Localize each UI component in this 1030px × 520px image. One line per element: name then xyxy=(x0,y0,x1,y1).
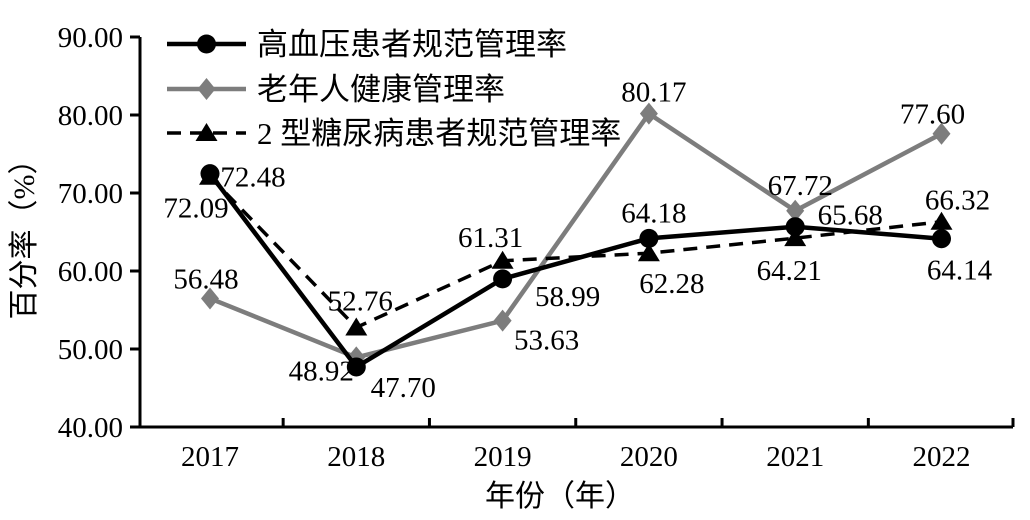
data-point-marker xyxy=(201,287,219,310)
legend-marker-triangle xyxy=(195,123,218,141)
x-axis-title: 年份（年） xyxy=(485,480,635,513)
data-point-label: 67.72 xyxy=(768,170,833,202)
data-point-marker xyxy=(785,217,805,237)
legend-label: 高血压患者规范管理率 xyxy=(257,27,567,62)
data-point-label: 58.99 xyxy=(535,281,600,313)
series-line-1 xyxy=(209,110,943,360)
data-point-label: 64.18 xyxy=(621,197,686,229)
data-point-label: 47.70 xyxy=(371,372,436,404)
data-point-marker xyxy=(637,243,660,262)
data-point-label: 80.17 xyxy=(621,77,686,109)
data-point-marker xyxy=(786,199,805,222)
data-point-marker xyxy=(932,122,951,145)
y-tick-label: 40.00 xyxy=(58,412,123,444)
data-point-marker xyxy=(346,357,366,377)
data-point-marker xyxy=(199,166,221,185)
data-point-label: 64.14 xyxy=(927,255,993,287)
x-tick-label: 2019 xyxy=(474,441,532,473)
data-point-marker xyxy=(639,228,659,248)
x-tick-label: 2021 xyxy=(766,441,824,473)
data-point-marker xyxy=(491,250,514,269)
legend-label: 2 型糖尿病患者规范管理率 xyxy=(257,116,621,151)
data-point-label: 53.63 xyxy=(514,325,579,357)
data-point-label: 65.68 xyxy=(818,200,883,232)
x-tick-label: 2017 xyxy=(181,441,239,473)
legend-marker-circle xyxy=(197,34,216,54)
series-layer xyxy=(199,102,953,377)
data-point-label: 64.21 xyxy=(757,255,822,287)
data-point-label: 48.92 xyxy=(289,355,354,387)
data-point-label: 66.32 xyxy=(925,185,990,217)
data-point-label: 61.31 xyxy=(458,222,523,254)
x-tick-label: 2018 xyxy=(327,441,385,473)
data-point-marker xyxy=(639,102,658,125)
data-point-marker xyxy=(345,317,368,336)
data-point-marker xyxy=(932,229,951,249)
x-tick-label: 2022 xyxy=(913,441,971,473)
legend-item: 高血压患者规范管理率 xyxy=(167,27,567,62)
data-point-label: 52.76 xyxy=(328,285,393,317)
data-point-label: 72.48 xyxy=(220,162,285,194)
legend-label: 老年人健康管理率 xyxy=(257,72,505,107)
legend-marker-diamond xyxy=(197,78,216,100)
y-tick-label: 50.00 xyxy=(58,334,123,366)
y-axis-title: 百分率（%） xyxy=(8,145,41,320)
series-line-2 xyxy=(208,175,942,330)
x-tick-label: 2020 xyxy=(620,441,678,473)
data-point-label: 72.09 xyxy=(163,193,228,225)
data-point-label: 56.48 xyxy=(173,263,238,295)
legend-item: 2 型糖尿病患者规范管理率 xyxy=(167,116,621,151)
y-tick-label: 60.00 xyxy=(58,256,123,288)
data-point-label: 62.28 xyxy=(639,268,704,300)
data-point-marker xyxy=(493,309,512,332)
legend-item: 老年人健康管理率 xyxy=(167,72,505,107)
data-point-marker xyxy=(493,269,513,289)
y-tick-label: 80.00 xyxy=(58,100,123,132)
data-point-label: 77.60 xyxy=(900,99,965,131)
y-tick-label: 90.00 xyxy=(58,22,123,54)
data-point-marker xyxy=(930,211,953,230)
y-tick-label: 70.00 xyxy=(58,178,123,210)
data-point-marker xyxy=(784,228,807,247)
axes-layer: 40.00 50.00 60.00 70.00 80.00 90.00 2017 2018 20… xyxy=(58,22,1015,473)
data-labels-layer: 56.48 48.92 53.63 80.17 67.72 77.60 72.48 47.70… xyxy=(163,77,992,404)
